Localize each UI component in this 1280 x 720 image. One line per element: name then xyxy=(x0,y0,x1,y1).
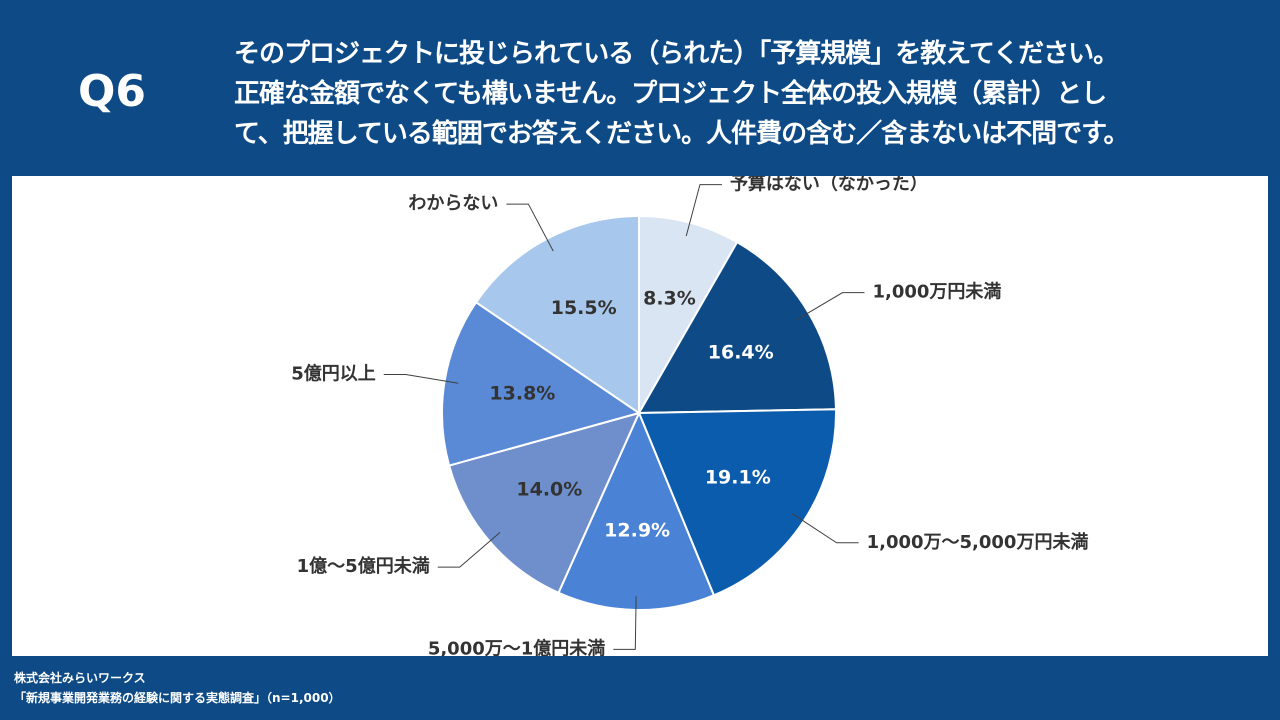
slice-category-label: 1,000万円未満 xyxy=(872,281,1001,303)
question-line-3: て、把握している範囲でお答えください。人件費の含む／含まないは不問です。 xyxy=(234,119,1130,149)
leader-line xyxy=(791,513,859,544)
slice-category-label: 1,000万～5,000万円未満 xyxy=(867,531,1089,553)
slice-category-label: 5,000万～1億円未満 xyxy=(428,637,605,656)
slice-category-label: 予算はない（なかった） xyxy=(730,176,928,195)
chart-panel: 8.3% 予算はない（なかった） 16.4% 1,000万円未満 19.1% 1,000万… xyxy=(12,176,1268,656)
slice-value-label: 13.8% xyxy=(489,382,555,404)
leader-line xyxy=(437,532,501,568)
slice-value-label: 8.3% xyxy=(643,287,696,309)
slice-value-label: 19.1% xyxy=(705,466,771,488)
pie-chart: 8.3% 予算はない（なかった） 16.4% 1,000万円未満 19.1% 1,000万… xyxy=(291,176,1089,656)
slice-value-label: 14.0% xyxy=(516,479,582,501)
slice-category-label: 5億円以上 xyxy=(291,363,376,385)
question-text: そのプロジェクトに投じられている（られた）「予算規模」を教えてください。 正確な… xyxy=(234,34,1264,154)
footer-company: 株式会社みらいワークス xyxy=(14,671,146,685)
leader-line xyxy=(506,203,554,252)
slice-category-label: 1億～5億円未満 xyxy=(297,555,430,577)
slice-value-label: 15.5% xyxy=(551,297,617,319)
slice-value-label: 16.4% xyxy=(708,341,774,363)
slice-value-label: 12.9% xyxy=(604,520,670,542)
question-number: Q6 xyxy=(78,66,147,117)
leader-line xyxy=(685,184,722,237)
question-line-2: 正確な金額でなくても構いません。プロジェクト全体の投入規模（累計）とし xyxy=(234,79,1107,109)
slice-category-label: わからない xyxy=(408,193,498,214)
question-line-1: そのプロジェクトに投じられている（られた）「予算規模」を教えてください。 xyxy=(234,39,1119,69)
leader-line xyxy=(383,374,459,384)
footer-source: 「新規事業開発業務の経験に関する実態調査」（n=1,000） xyxy=(14,691,341,705)
leader-line xyxy=(796,292,865,321)
leader-line xyxy=(613,596,637,650)
